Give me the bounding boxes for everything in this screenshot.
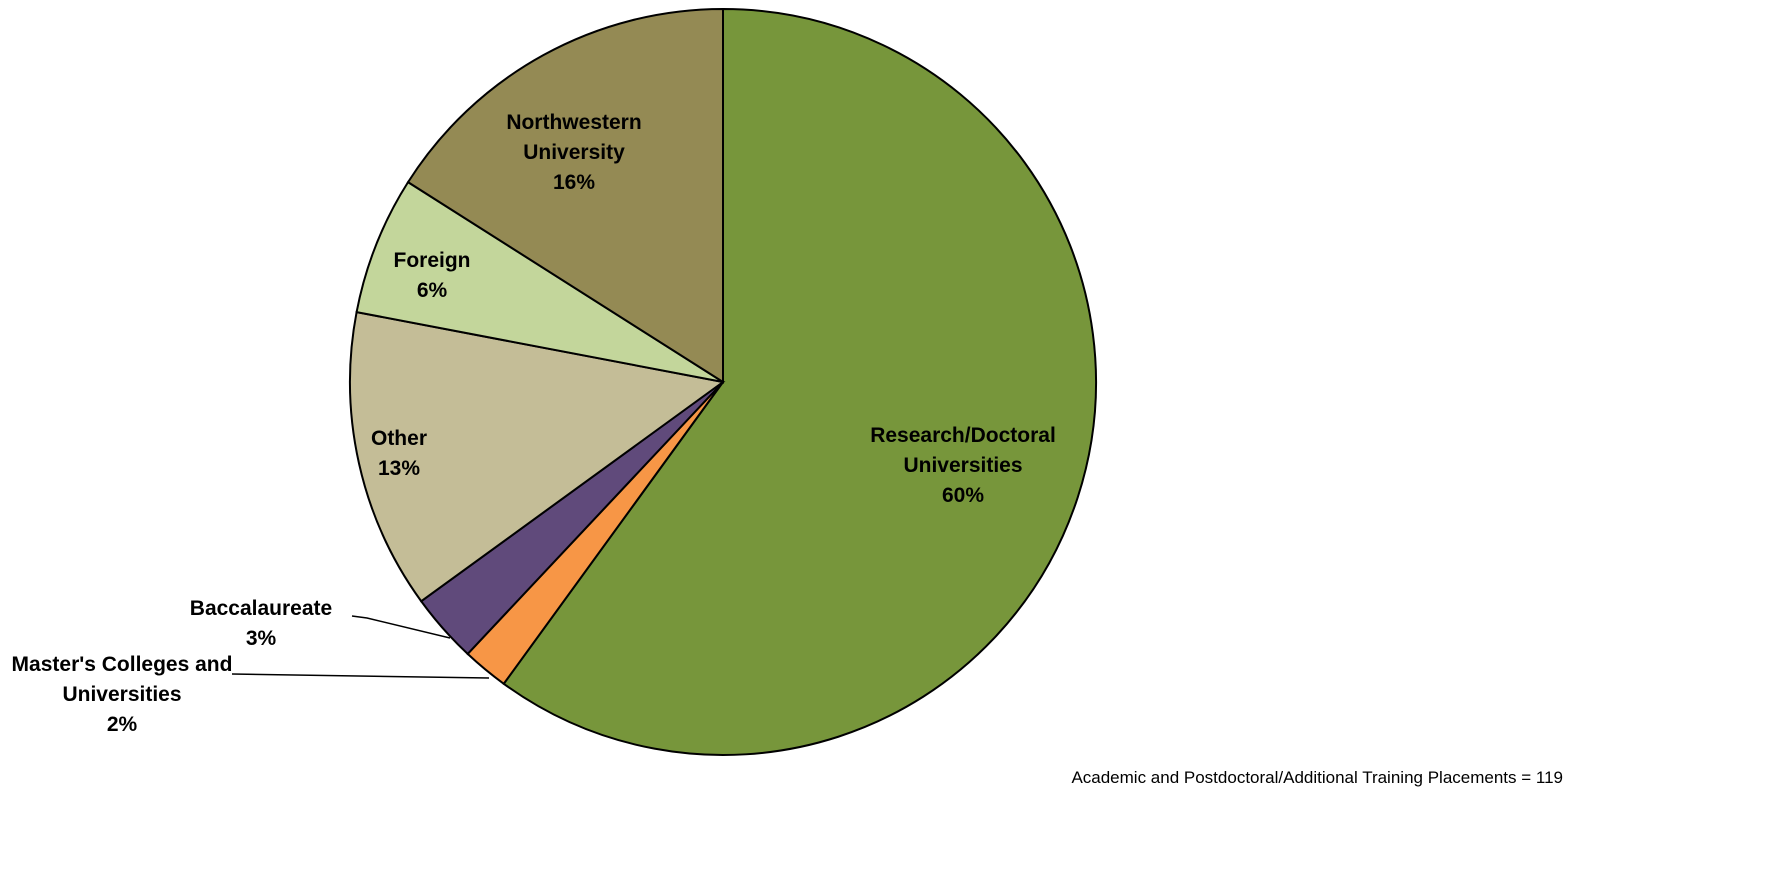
slice-label: Baccalaureate [189,597,333,620]
slice-label: Other [370,427,427,450]
slice-label: Northwestern University [506,111,642,164]
slice-value-label: 60% [941,484,985,507]
leader-line [231,673,490,679]
slice-label: Research/Doctoral Universities [870,424,1056,477]
slice-value-label: 2% [106,713,138,736]
pie-slice [406,7,724,384]
slice-label: Foreign [393,249,471,272]
pie-slice [349,310,726,603]
slice-label: Master's Colleges and Universities [11,653,233,706]
slice-value-label: 3% [245,627,277,650]
slice-value-label: 13% [377,457,421,480]
annotation: Academic and Postdoctoral/Additional Tra… [1071,768,1563,787]
pie-slice [355,180,724,383]
pie-slice [502,7,1097,756]
slice-value-label: 16% [552,171,596,194]
leader-line [351,615,451,639]
slice-value-label: 6% [416,279,448,302]
